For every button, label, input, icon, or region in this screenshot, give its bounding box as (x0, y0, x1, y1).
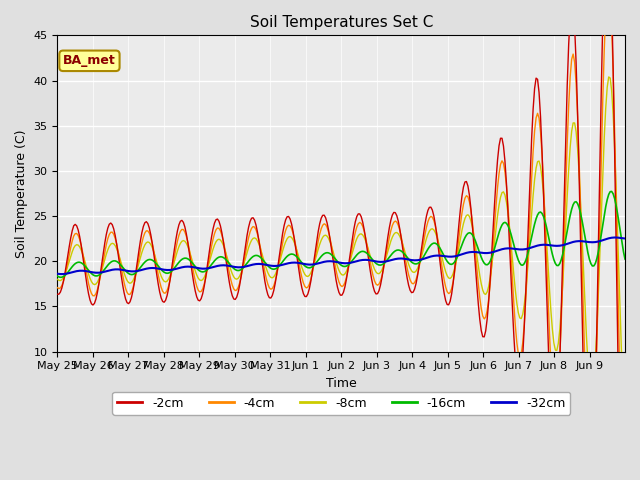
X-axis label: Time: Time (326, 377, 356, 390)
Text: BA_met: BA_met (63, 54, 116, 67)
Y-axis label: Soil Temperature (C): Soil Temperature (C) (15, 129, 28, 258)
Title: Soil Temperatures Set C: Soil Temperatures Set C (250, 15, 433, 30)
Legend: -2cm, -4cm, -8cm, -16cm, -32cm: -2cm, -4cm, -8cm, -16cm, -32cm (112, 392, 570, 415)
